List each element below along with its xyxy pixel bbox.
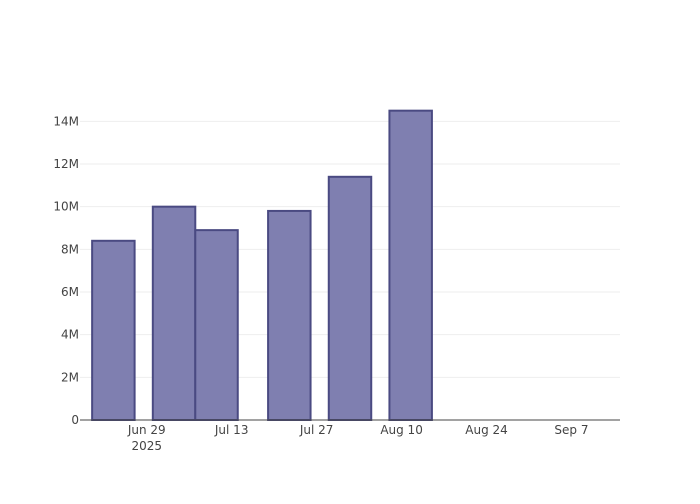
x-tick-label: Aug 10 <box>380 423 423 437</box>
bars <box>91 109 433 422</box>
y-tick-label: 10M <box>53 200 79 214</box>
bar-3 <box>194 229 239 421</box>
bar-6 <box>388 109 433 422</box>
y-tick-label: 12M <box>53 157 79 171</box>
y-tick-label: 2M <box>61 370 79 384</box>
y-tick-label: 0 <box>71 413 79 427</box>
y-tick-label: 4M <box>61 328 79 342</box>
bar-4 <box>267 209 312 421</box>
axes: 0 2M 4M 6M 8M 10M 12M 14M Jun 29 2025 Jul 13 Jul 27… <box>53 114 620 453</box>
x-tick-label: Sep 7 <box>554 423 588 437</box>
x-tick-label: Jul 13 <box>214 423 249 437</box>
x-tick-year-label: 2025 <box>131 439 162 453</box>
y-tick-label: 6M <box>61 285 79 299</box>
y-tick-label: 8M <box>61 242 79 256</box>
bar-5 <box>327 175 373 421</box>
bar-1 <box>91 239 136 421</box>
bar-2 <box>151 205 197 421</box>
x-tick-label: Aug 24 <box>465 423 508 437</box>
y-tick-label: 14M <box>53 114 79 128</box>
x-tick-label: Jun 29 <box>127 423 166 437</box>
x-tick-label: Jul 27 <box>299 423 334 437</box>
